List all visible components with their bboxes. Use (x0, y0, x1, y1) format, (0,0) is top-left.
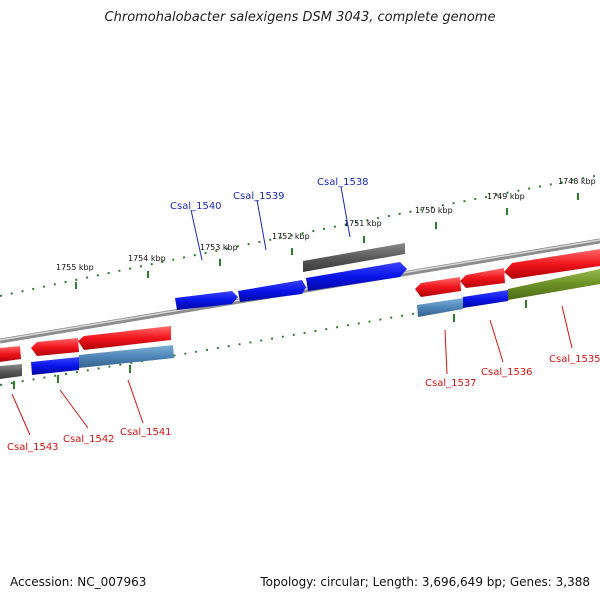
label-leader (340, 186, 351, 238)
genome-summary-text: Topology: circular; Length: 3,696,649 bp… (260, 575, 590, 589)
gene-block[interactable] (303, 243, 405, 272)
gene-label[interactable]: Csal_1535 (549, 354, 600, 365)
gene-block[interactable] (79, 345, 174, 368)
gene-label[interactable]: Csal_1541 (120, 427, 172, 438)
gene-arrow[interactable] (0, 346, 21, 362)
gene-arrow[interactable] (415, 277, 461, 297)
tick-label: 1751 kbp (344, 219, 382, 228)
gene-arrow[interactable] (238, 280, 306, 302)
genome-title: Chromohalobacter salexigens DSM 3043, co… (104, 10, 496, 25)
tick-label: 1750 kbp (415, 206, 453, 215)
gene-block[interactable] (417, 298, 463, 317)
gene-arrow[interactable] (78, 326, 171, 350)
gene-arrow[interactable] (31, 338, 79, 356)
gene-arrow[interactable] (306, 262, 407, 291)
gene-arrow[interactable] (504, 249, 600, 279)
tick-label: 1748 kbp (558, 177, 596, 186)
gene-label[interactable]: Csal_1542 (63, 434, 115, 445)
label-leader (59, 389, 89, 429)
gene-block[interactable] (31, 357, 79, 375)
gene-label[interactable]: Csal_1537 (425, 378, 477, 389)
label-leader (444, 329, 448, 375)
accession-text: Accession: NC_007963 (10, 575, 147, 589)
gene-label[interactable]: Csal_1536 (481, 367, 533, 378)
upper-tick-track (0, 174, 600, 297)
gene-label[interactable]: Csal_1539 (233, 191, 285, 202)
gene-label[interactable]: Csal_1540 (170, 201, 222, 212)
label-leader (561, 305, 573, 349)
label-leader (127, 379, 144, 424)
gene-arrow[interactable] (175, 291, 238, 310)
label-leader (489, 319, 504, 363)
tick-label: 1749 kbp (487, 192, 525, 201)
lower-tick-track (0, 279, 600, 389)
tick-label: 1754 kbp (128, 254, 166, 263)
label-leader (190, 209, 203, 261)
gene-block[interactable] (508, 269, 600, 300)
gene-label[interactable]: Csal_1543 (7, 442, 59, 453)
gene-arrow[interactable] (460, 268, 505, 288)
label-leader (256, 199, 267, 251)
label-leader (11, 393, 31, 436)
tick-label: 1755 kbp (56, 263, 94, 272)
gene-block[interactable] (463, 290, 508, 308)
tick-label: 1752 kbp (272, 232, 310, 241)
tick-label: 1753 kbp (200, 243, 238, 252)
gene-block[interactable] (0, 364, 22, 379)
gene-label[interactable]: Csal_1538 (317, 177, 369, 188)
